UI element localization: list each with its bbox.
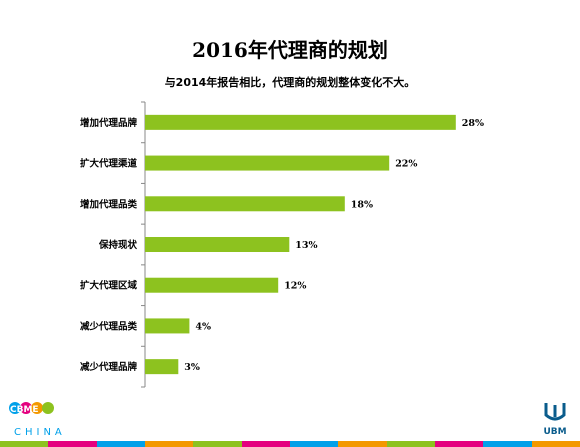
stripe-segment xyxy=(338,441,387,447)
stripe-segment xyxy=(386,441,435,447)
stripe-segment xyxy=(241,441,290,447)
value-label: 18% xyxy=(351,199,373,210)
stripe-segment xyxy=(434,441,484,447)
value-label: 4% xyxy=(195,321,211,332)
value-label: 28% xyxy=(462,118,484,129)
bar xyxy=(145,114,456,130)
footer-color-stripe xyxy=(0,441,580,447)
cbme-logo-text: CBME xyxy=(10,405,39,415)
chart-subtitle: 与2014年报告相比，代理商的规划整体变化不大。 xyxy=(164,76,416,89)
value-label: 13% xyxy=(295,240,317,251)
category-label: 增加代理品类 xyxy=(80,198,138,210)
value-label: 22% xyxy=(395,159,417,170)
stripe-segment xyxy=(48,441,97,447)
value-label: 3% xyxy=(184,362,200,373)
stripe-segment xyxy=(0,441,49,447)
cbme-china-text: CHINA xyxy=(14,427,66,438)
stripe-segment xyxy=(483,441,532,447)
stripe-segment xyxy=(531,441,580,447)
ubm-logo: UBM xyxy=(541,401,569,437)
stripe-segment xyxy=(96,441,145,447)
bar xyxy=(145,277,279,293)
bar xyxy=(145,359,179,375)
category-label: 扩大代理区域 xyxy=(80,280,138,292)
value-label: 12% xyxy=(284,281,306,292)
category-label: 增加代理品牌 xyxy=(80,117,138,129)
bar xyxy=(145,196,345,212)
stripe-segment xyxy=(289,441,339,447)
ubm-logo-text: UBM xyxy=(543,427,566,437)
bar xyxy=(145,155,390,171)
stripe-segment xyxy=(144,441,194,447)
bar xyxy=(145,237,290,252)
category-label: 保持现状 xyxy=(98,239,138,251)
category-label: 减少代理品类 xyxy=(80,320,138,332)
stripe-segment xyxy=(193,441,242,447)
bars-group: 增加代理品牌 28% 扩大代理渠道 22% 增加代理品类 18% 保持现状 13% 扩大代理区域… xyxy=(80,101,484,388)
cbme-china-logo: CBME CHINA xyxy=(8,400,78,440)
chart-title: 2016年代理商的规划 xyxy=(192,38,388,62)
category-label: 减少代理品牌 xyxy=(80,361,138,373)
category-label: 扩大代理渠道 xyxy=(80,158,138,170)
bar xyxy=(145,318,190,334)
